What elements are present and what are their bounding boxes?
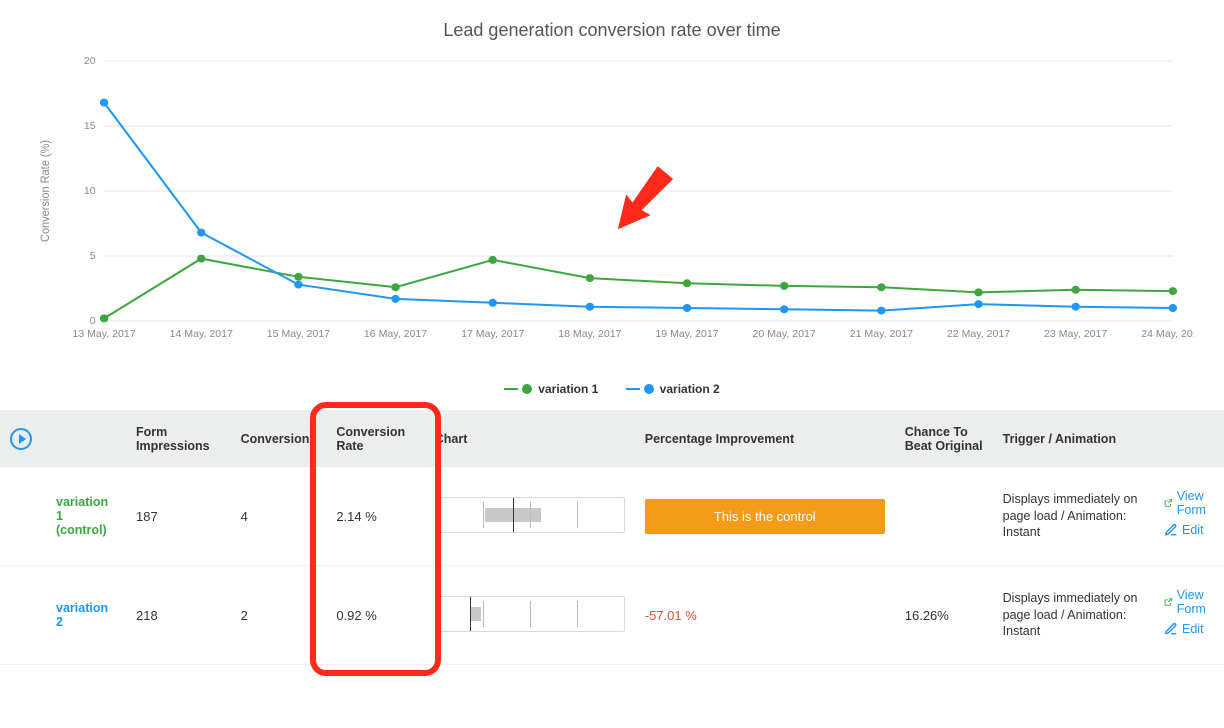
- svg-text:21 May, 2017: 21 May, 2017: [850, 329, 914, 340]
- conversions-cell: 4: [231, 467, 327, 566]
- impressions-cell: 187: [126, 467, 231, 566]
- edit-link[interactable]: Edit: [1164, 622, 1214, 636]
- trigger-cell: Displays immediately on page load / Anim…: [993, 467, 1154, 566]
- conversion-rate-cell: 0.92 %: [326, 566, 424, 665]
- svg-text:15 May, 2017: 15 May, 2017: [267, 329, 331, 340]
- legend-label: variation 1: [538, 382, 598, 396]
- play-cell: [0, 467, 46, 566]
- svg-text:17 May, 2017: 17 May, 2017: [461, 329, 525, 340]
- trigger-cell: Displays immediately on page load / Anim…: [993, 566, 1154, 665]
- play-column-header: [0, 411, 46, 467]
- mini-chart-cell: [425, 566, 635, 665]
- svg-text:10: 10: [84, 186, 96, 197]
- svg-text:Conversion Rate (%): Conversion Rate (%): [40, 140, 52, 242]
- actions-cell: View Form Edit: [1154, 467, 1224, 566]
- table-row: variation 1(control)18742.14 % This is th…: [0, 467, 1224, 566]
- svg-text:14 May, 2017: 14 May, 2017: [170, 329, 234, 340]
- svg-text:19 May, 2017: 19 May, 2017: [655, 329, 719, 340]
- actions-header: [1154, 411, 1224, 467]
- impressions-header: Form Impressions: [126, 411, 231, 467]
- svg-text:16 May, 2017: 16 May, 2017: [364, 329, 428, 340]
- svg-text:18 May, 2017: 18 May, 2017: [558, 329, 622, 340]
- name-column-header: [46, 411, 126, 467]
- chance-header: Chance To Beat Original: [895, 411, 993, 467]
- edit-icon: [1164, 622, 1178, 636]
- external-link-icon: [1164, 496, 1173, 510]
- improvement-cell: This is the control: [635, 467, 895, 566]
- view-form-link[interactable]: View Form: [1164, 588, 1214, 616]
- mini-chart: [435, 497, 625, 533]
- svg-text:15: 15: [84, 121, 96, 132]
- view-form-link[interactable]: View Form: [1164, 489, 1214, 517]
- play-cell: [0, 566, 46, 665]
- table-row: variation 221820.92 % -57.01 %16.26%Displ…: [0, 566, 1224, 665]
- svg-text:23 May, 2017: 23 May, 2017: [1044, 329, 1108, 340]
- chart-title: Lead generation conversion rate over tim…: [30, 20, 1194, 41]
- svg-text:20: 20: [84, 56, 96, 67]
- variation-name-cell[interactable]: variation 1(control): [46, 467, 126, 566]
- external-link-icon: [1164, 595, 1173, 609]
- play-icon[interactable]: [10, 428, 32, 450]
- impressions-cell: 218: [126, 566, 231, 665]
- control-pill: This is the control: [645, 499, 885, 534]
- results-table-wrap: Form Impressions Conversions Conversion …: [0, 410, 1224, 665]
- line-chart-svg: 0 5 10 15 20 13 May, 2017 14 May, 2017 15 May, …: [30, 51, 1194, 371]
- chart-area: 0 5 10 15 20 13 May, 2017 14 May, 2017 15 May, …: [30, 51, 1194, 371]
- legend-item-variation2: variation 2: [626, 382, 720, 396]
- svg-text:0: 0: [90, 316, 96, 327]
- chance-cell: 16.26%: [895, 566, 993, 665]
- chance-cell: [895, 467, 993, 566]
- svg-text:20 May, 2017: 20 May, 2017: [753, 329, 817, 340]
- improvement-header: Percentage Improvement: [635, 411, 895, 467]
- svg-text:5: 5: [90, 251, 96, 262]
- chart-panel: Lead generation conversion rate over tim…: [0, 0, 1224, 410]
- results-table: Form Impressions Conversions Conversion …: [0, 411, 1224, 665]
- improvement-cell: -57.01 %: [635, 566, 895, 665]
- trigger-header: Trigger / Animation: [993, 411, 1154, 467]
- legend-item-variation1: variation 1: [504, 382, 598, 396]
- chart-legend: variation 1 variation 2: [30, 371, 1194, 400]
- conversions-header: Conversions: [231, 411, 327, 467]
- legend-label: variation 2: [660, 382, 720, 396]
- variation-name-cell[interactable]: variation 2: [46, 566, 126, 665]
- conversions-cell: 2: [231, 566, 327, 665]
- chart-header: Chart: [425, 411, 635, 467]
- edit-link[interactable]: Edit: [1164, 523, 1214, 537]
- actions-cell: View Form Edit: [1154, 566, 1224, 665]
- mini-chart-cell: [425, 467, 635, 566]
- edit-icon: [1164, 523, 1178, 537]
- rate-header: Conversion Rate: [326, 411, 424, 467]
- svg-text:24 May, 2017: 24 May, 2017: [1141, 329, 1194, 340]
- mini-chart: [435, 596, 625, 632]
- svg-text:22 May, 2017: 22 May, 2017: [947, 329, 1011, 340]
- conversion-rate-cell: 2.14 %: [326, 467, 424, 566]
- svg-text:13 May, 2017: 13 May, 2017: [72, 329, 136, 340]
